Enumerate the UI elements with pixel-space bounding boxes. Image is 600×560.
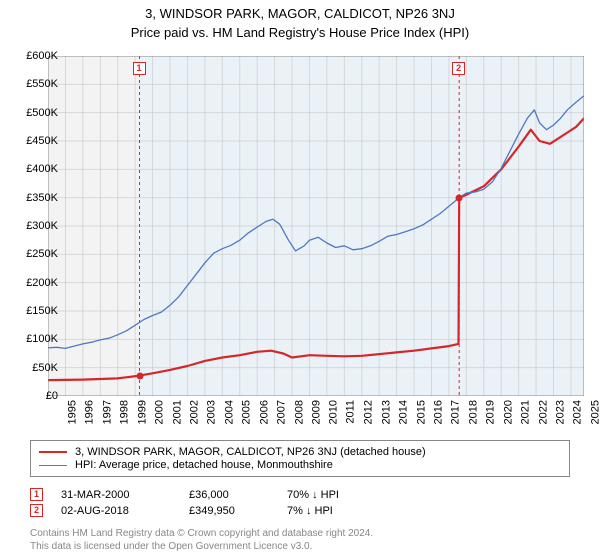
x-tick-label: 1995 (66, 400, 78, 424)
transaction-price: £349,950 (189, 505, 269, 517)
transaction-row: 2 02-AUG-2018 £349,950 7% ↓ HPI (30, 504, 570, 517)
x-tick-label: 1999 (136, 400, 148, 424)
x-tick-label: 2015 (415, 400, 427, 424)
footer-attribution: Contains HM Land Registry data © Crown c… (30, 528, 570, 553)
x-tick-label: 2019 (485, 400, 497, 424)
title-address: 3, WINDSOR PARK, MAGOR, CALDICOT, NP26 3… (0, 6, 600, 21)
legend-swatch-property (39, 451, 67, 453)
legend-box: 3, WINDSOR PARK, MAGOR, CALDICOT, NP26 3… (30, 440, 570, 477)
legend-label-property: 3, WINDSOR PARK, MAGOR, CALDICOT, NP26 3… (75, 446, 426, 458)
y-tick-label: £500K (26, 107, 58, 119)
y-tick-label: £100K (26, 333, 58, 345)
x-tick-label: 1998 (119, 400, 131, 424)
y-tick-label: £150K (26, 305, 58, 317)
y-tick-label: £400K (26, 163, 58, 175)
x-tick-label: 2022 (537, 400, 549, 424)
chart-svg (48, 56, 584, 396)
x-tick-label: 2016 (433, 400, 445, 424)
x-tick-label: 2003 (206, 400, 218, 424)
y-tick-label: £300K (26, 220, 58, 232)
transaction-row: 1 31-MAR-2000 £36,000 70% ↓ HPI (30, 488, 570, 501)
x-tick-label: 2014 (398, 400, 410, 424)
x-tick-label: 2023 (555, 400, 567, 424)
transaction-delta: 7% ↓ HPI (287, 505, 377, 517)
transactions-table: 1 31-MAR-2000 £36,000 70% ↓ HPI 2 02-AUG… (30, 485, 570, 520)
figure-container: 3, WINDSOR PARK, MAGOR, CALDICOT, NP26 3… (0, 0, 600, 560)
y-tick-label: £200K (26, 277, 58, 289)
x-tick-label: 2004 (223, 400, 235, 424)
y-tick-label: £250K (26, 248, 58, 260)
transaction-marker-1: 1 (30, 488, 43, 501)
x-tick-label: 2013 (380, 400, 392, 424)
x-tick-label: 2024 (572, 400, 584, 424)
x-tick-label: 2012 (363, 400, 375, 424)
x-tick-label: 2001 (171, 400, 183, 424)
transaction-date: 31-MAR-2000 (61, 489, 171, 501)
transaction-price: £36,000 (189, 489, 269, 501)
x-tick-label: 2010 (328, 400, 340, 424)
legend-row-hpi: HPI: Average price, detached house, Monm… (39, 459, 561, 471)
y-tick-label: £550K (26, 78, 58, 90)
x-tick-label: 2006 (258, 400, 270, 424)
x-tick-label: 2008 (293, 400, 305, 424)
x-tick-label: 2007 (276, 400, 288, 424)
y-tick-label: £600K (26, 50, 58, 62)
x-tick-label: 2000 (154, 400, 166, 424)
y-tick-label: £50K (32, 362, 58, 374)
transaction-dot (456, 194, 463, 201)
title-subtitle: Price paid vs. HM Land Registry's House … (0, 25, 600, 40)
x-tick-label: 2020 (502, 400, 514, 424)
x-tick-label: 2011 (345, 400, 357, 424)
legend-label-hpi: HPI: Average price, detached house, Monm… (75, 459, 333, 471)
x-tick-label: 2018 (467, 400, 479, 424)
transaction-marker-2: 2 (30, 504, 43, 517)
footer-line1: Contains HM Land Registry data © Crown c… (30, 528, 570, 541)
x-tick-label: 2002 (189, 400, 201, 424)
x-tick-label: 2005 (241, 400, 253, 424)
footer-line2: This data is licensed under the Open Gov… (30, 541, 570, 554)
x-tick-label: 2009 (311, 400, 323, 424)
y-tick-label: £0 (46, 390, 58, 402)
y-tick-label: £350K (26, 192, 58, 204)
x-tick-label: 1997 (101, 400, 113, 424)
legend-swatch-hpi (39, 465, 67, 466)
legend-row-property: 3, WINDSOR PARK, MAGOR, CALDICOT, NP26 3… (39, 446, 561, 458)
y-tick-label: £450K (26, 135, 58, 147)
transaction-marker-on-chart: 1 (133, 62, 146, 75)
transaction-dot (136, 372, 143, 379)
x-tick-label: 2017 (450, 400, 462, 424)
transaction-marker-on-chart: 2 (452, 62, 465, 75)
x-tick-label: 2021 (520, 400, 532, 424)
transaction-delta: 70% ↓ HPI (287, 489, 377, 501)
x-tick-label: 1996 (84, 400, 96, 424)
title-block: 3, WINDSOR PARK, MAGOR, CALDICOT, NP26 3… (0, 0, 600, 40)
transaction-date: 02-AUG-2018 (61, 505, 171, 517)
chart-area (48, 56, 584, 396)
x-tick-label: 2025 (589, 400, 600, 424)
